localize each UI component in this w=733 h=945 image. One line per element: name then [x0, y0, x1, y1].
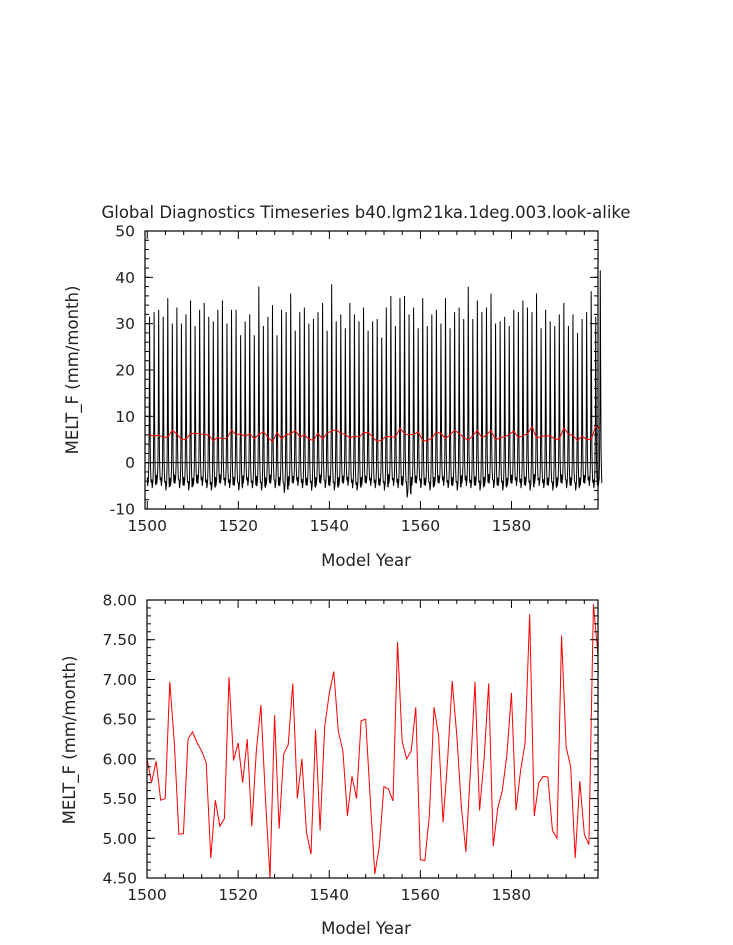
y-tick-label: 40 [115, 269, 135, 287]
x-tick-label: 1540 [309, 886, 348, 904]
y-tick-label: 6.00 [102, 750, 137, 768]
y-tick-label: 6.50 [102, 711, 137, 729]
x-tick-label: 1520 [219, 517, 258, 535]
x-tick-label: 1580 [492, 886, 531, 904]
chart-panel-1: Global Diagnostics Timeseries b40.lgm21k… [63, 203, 631, 570]
annual-mean-series-line [149, 425, 601, 443]
y-tick-label: 5.00 [102, 830, 137, 848]
chart-panel-2: 1500 1520 1540 1560 1580 4.50 5.00 5.50 6.00 6.50… [60, 592, 599, 938]
y-tick-label: 10 [115, 408, 135, 426]
x-tick-label: 1540 [310, 517, 349, 535]
plot-area-1 [145, 270, 603, 498]
x-axis-label-2: Model Year [321, 919, 411, 938]
plot-area-2 [146, 603, 599, 879]
y-tick-label: 0 [125, 454, 135, 472]
annual-mean-line [146, 603, 599, 879]
y-tick-label: 4.50 [102, 870, 137, 888]
y-tick-label: 8.00 [102, 592, 137, 610]
y-tick-label: 7.50 [102, 631, 137, 649]
x-tick-label: 1560 [401, 517, 440, 535]
y-tick-label: 50 [115, 223, 135, 241]
y-tick-label: 5.50 [102, 790, 137, 808]
y-tick-label: 7.00 [102, 671, 137, 689]
x-axis-label-1: Model Year [321, 551, 411, 570]
y-tick-label: 30 [115, 315, 135, 333]
chart-title: Global Diagnostics Timeseries b40.lgm21k… [101, 203, 630, 222]
axes-1: 1500 1520 1540 1560 1580 -10 0 10 20 30 40 50 [110, 223, 599, 535]
y-tick-label: 20 [115, 362, 135, 380]
y-axis-label-2: MELT_F (mm/month) [60, 656, 80, 825]
x-tick-label: 1580 [492, 517, 531, 535]
x-tick-label: 1500 [127, 886, 166, 904]
plot-frame [146, 599, 599, 879]
y-tick-label: -10 [110, 501, 135, 519]
axes-2: 1500 1520 1540 1560 1580 4.50 5.00 5.50 6.00 6.50… [102, 592, 599, 904]
x-tick-label: 1520 [218, 886, 257, 904]
monthly-series-line [146, 270, 603, 498]
y-axis-label-1: MELT_F (mm/month) [63, 286, 83, 455]
x-tick-label: 1500 [128, 517, 167, 535]
x-tick-label: 1560 [401, 886, 440, 904]
